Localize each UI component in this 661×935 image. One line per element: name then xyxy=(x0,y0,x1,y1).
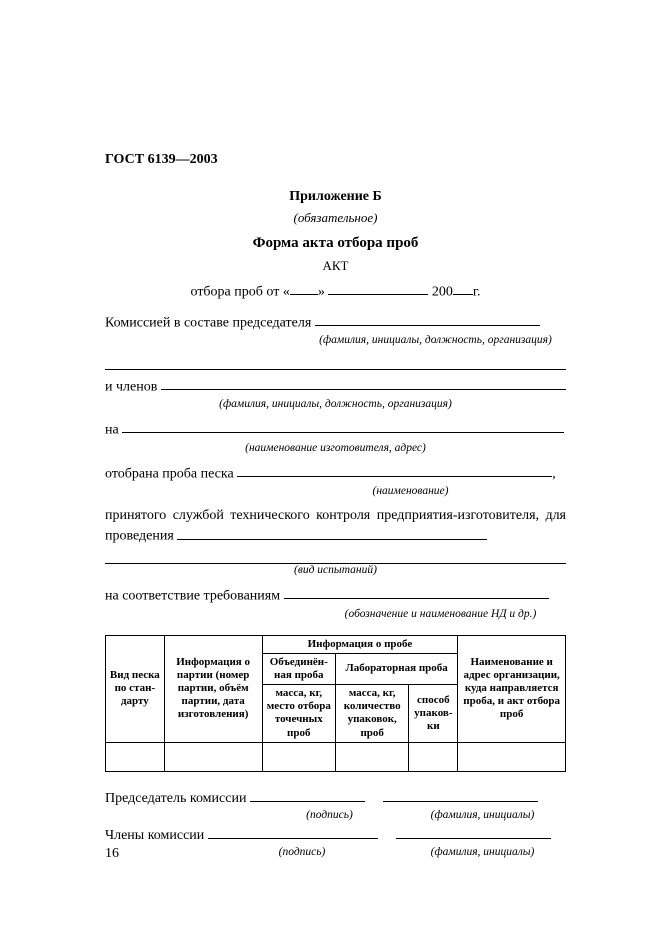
commission-blank xyxy=(315,312,540,326)
at-line: на xyxy=(105,419,566,440)
table-row xyxy=(106,742,566,771)
accepted-text: принятого службой технического контроля … xyxy=(105,506,566,546)
conformity-blank xyxy=(284,585,549,599)
chair-sign-blank xyxy=(250,788,365,802)
signature-block: Председатель комиссии (подпись) (фамилия… xyxy=(105,788,566,861)
members-line: и членов xyxy=(105,376,566,397)
chair-sig-caption: (подпись) xyxy=(272,808,387,824)
members-sig-label: Члены комиссии xyxy=(105,826,208,845)
sampled-label: отобрана проба песка xyxy=(105,466,234,481)
members-blank xyxy=(161,376,566,390)
accepted-blank xyxy=(177,525,487,539)
th-sub-lab2: способ упаков­ки xyxy=(409,685,458,743)
date-prefix: отбора проб от « xyxy=(191,284,290,299)
th-sub-lab1: масса, кг, количество упаковок, проб xyxy=(335,685,408,743)
conformity-caption: (обозначение и наименование НД и др.) xyxy=(105,607,566,623)
appendix-mandatory: (обязательное) xyxy=(105,209,566,227)
appendix-title: Приложение Б xyxy=(105,187,566,206)
members-caption: (фамилия, инициалы, должность, организац… xyxy=(105,397,566,413)
sampled-suffix: , xyxy=(552,466,556,481)
chair-name-blank xyxy=(383,788,538,802)
year-blank xyxy=(453,281,473,295)
day-blank xyxy=(290,281,318,295)
commission-caption: (фамилия, инициалы, должность, организац… xyxy=(105,333,566,349)
sampled-caption: (наименование) xyxy=(105,484,566,500)
page: ГОСТ 6139—2003 Приложение Б (обязательно… xyxy=(0,0,661,935)
members-sign-blank xyxy=(208,824,378,838)
sampled-blank xyxy=(237,463,552,477)
year-suffix: г. xyxy=(473,284,481,299)
members-sig-caption: (подпись) xyxy=(217,845,387,861)
th-kind: Вид песка по стан­дарту xyxy=(106,635,165,742)
date-mid: » xyxy=(318,284,329,299)
members-label: и членов xyxy=(105,379,157,394)
page-number: 16 xyxy=(105,844,119,863)
at-label: на xyxy=(105,422,119,437)
conformity-line: на соответствие требованиям xyxy=(105,585,566,606)
commission-label: Комиссией в составе председателя xyxy=(105,315,311,330)
year-prefix: 200 xyxy=(428,284,453,299)
date-line: отбора проб от « » 200 г. xyxy=(105,281,566,302)
chair-sig-row: Председатель комиссии xyxy=(105,788,566,809)
test-type-caption: (вид испытаний) xyxy=(105,563,566,579)
th-lab: Лабораторная проба xyxy=(335,653,457,684)
commission-line: Комиссией в составе председателя xyxy=(105,312,566,333)
accepted-blank-2 xyxy=(105,550,566,564)
chair-name-caption: (фамилия, инициалы) xyxy=(405,808,560,824)
at-caption: (наименование изготовителя, адрес) xyxy=(105,441,566,457)
members-sig-row: Члены комиссии xyxy=(105,824,566,845)
sample-table: Вид песка по стан­дарту Информация о пар… xyxy=(105,635,566,772)
chair-label: Председатель комиссии xyxy=(105,789,250,808)
th-sample-info: Информация о пробе xyxy=(262,635,458,653)
th-sub-union: масса, кг, место отбо­ра точечных проб xyxy=(262,685,335,743)
form-title: Форма акта отбора проб xyxy=(105,233,566,254)
akt-label: АКТ xyxy=(105,257,566,275)
commission-blank-2 xyxy=(105,355,566,369)
month-blank xyxy=(328,281,428,295)
sampled-line: отобрана проба песка , xyxy=(105,463,566,484)
members-name-blank xyxy=(396,824,551,838)
gost-header: ГОСТ 6139—2003 xyxy=(105,150,566,169)
members-name-caption: (фамилия, инициалы) xyxy=(405,845,560,861)
at-blank xyxy=(122,419,564,433)
conformity-label: на соответствие требованиям xyxy=(105,588,280,603)
th-union: Объединён­ная проба xyxy=(262,653,335,684)
th-batch: Информация о партии (номер партии, объём… xyxy=(164,635,262,742)
th-dest: Наименование и адрес организа­ции, куда … xyxy=(458,635,566,742)
